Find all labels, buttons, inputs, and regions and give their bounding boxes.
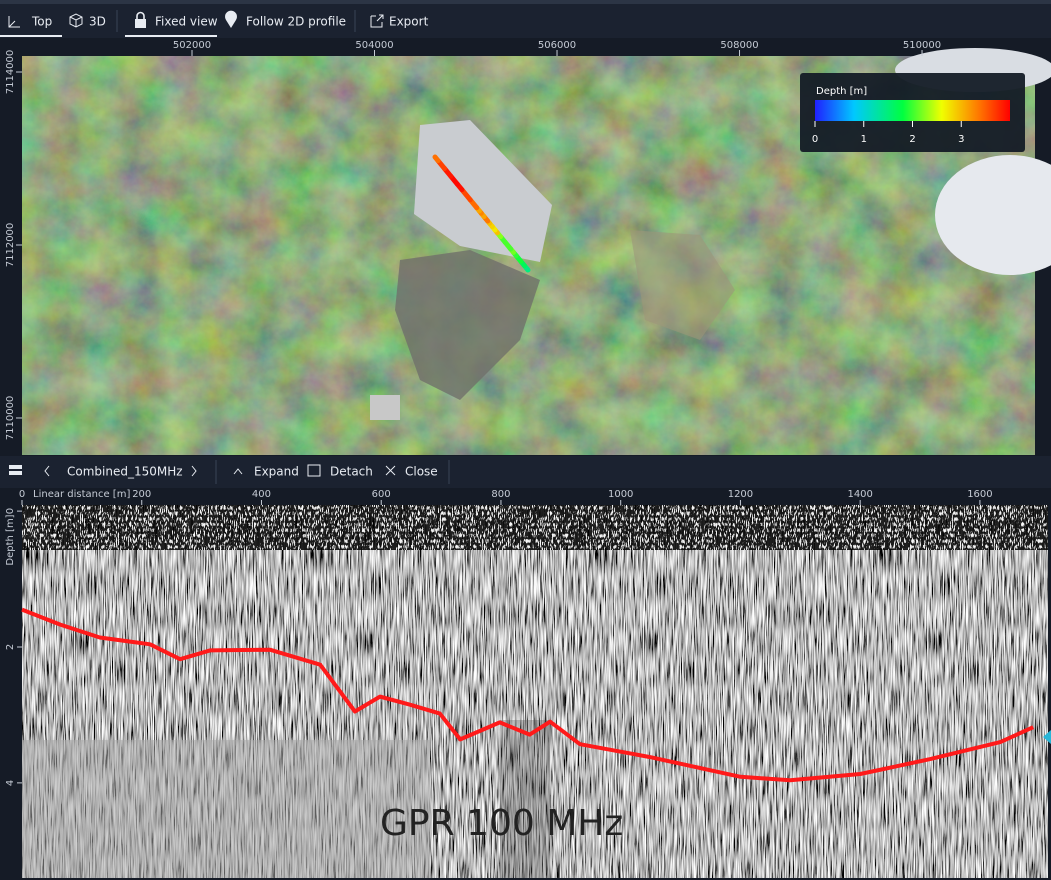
x-tick-label: 1400 [847, 489, 872, 500]
action-detach[interactable]: Detach [330, 465, 373, 479]
x-tick-label: 508000 [720, 40, 758, 51]
profile-name: Combined_150MHz [67, 465, 183, 479]
icon-panel [9, 465, 22, 469]
x-tick-label: 502000 [173, 40, 211, 51]
legend-tick-label: 0 [812, 134, 818, 145]
tool-fixed-view[interactable]: Fixed view [155, 15, 218, 29]
x-tick-label: 1200 [728, 489, 753, 500]
x-tick-label: 504000 [355, 40, 393, 51]
x-tick-label: 200 [132, 489, 151, 500]
y-tick-label: 4 [5, 780, 16, 786]
x-tick-label: 600 [372, 489, 391, 500]
radargram-block [500, 720, 550, 878]
y-tick-label: 7114000 [5, 50, 16, 95]
y-tick-label: 7110000 [5, 396, 16, 441]
y-tick-label: 2 [5, 644, 16, 650]
y-axis-label: Depth [m] [5, 514, 16, 565]
y-tick-label: 0 [5, 508, 16, 514]
icon-panel [9, 471, 22, 475]
tool-export[interactable]: Export [389, 15, 429, 29]
action-close[interactable]: Close [405, 465, 438, 479]
x-tick-label: 510000 [903, 40, 941, 51]
track-segment [435, 157, 438, 161]
x-tick-label: 506000 [538, 40, 576, 51]
building [370, 395, 400, 420]
tool-3d[interactable]: 3D [89, 15, 106, 29]
icon-lock [135, 19, 146, 28]
legend-tick-label: 2 [909, 134, 915, 145]
y-tick-label: 7112000 [5, 223, 16, 268]
x-tick-label: 0 [19, 489, 25, 500]
radargram-surface [22, 505, 1048, 550]
legend-tick-label: 3 [958, 134, 964, 145]
colorbar [815, 100, 1010, 121]
x-tick-label: 1000 [608, 489, 633, 500]
x-axis-label: Linear distance [m] [33, 489, 130, 500]
x-tick-label: 1600 [967, 489, 992, 500]
x-tick-label: 400 [252, 489, 271, 500]
x-tick-label: 800 [491, 489, 510, 500]
legend-tick-label: 1 [861, 134, 867, 145]
app: Top 3D Fixed view Follow 2D profile Expo… [0, 0, 1051, 880]
tool-follow[interactable]: Follow 2D profile [246, 15, 346, 29]
legend-title: Depth [m] [816, 86, 867, 97]
action-expand[interactable]: Expand [254, 465, 299, 479]
radargram-block [22, 740, 430, 878]
border [0, 0, 1051, 4]
annotation: GPR 100 MHz [380, 803, 623, 844]
tool-top[interactable]: Top [31, 15, 52, 29]
